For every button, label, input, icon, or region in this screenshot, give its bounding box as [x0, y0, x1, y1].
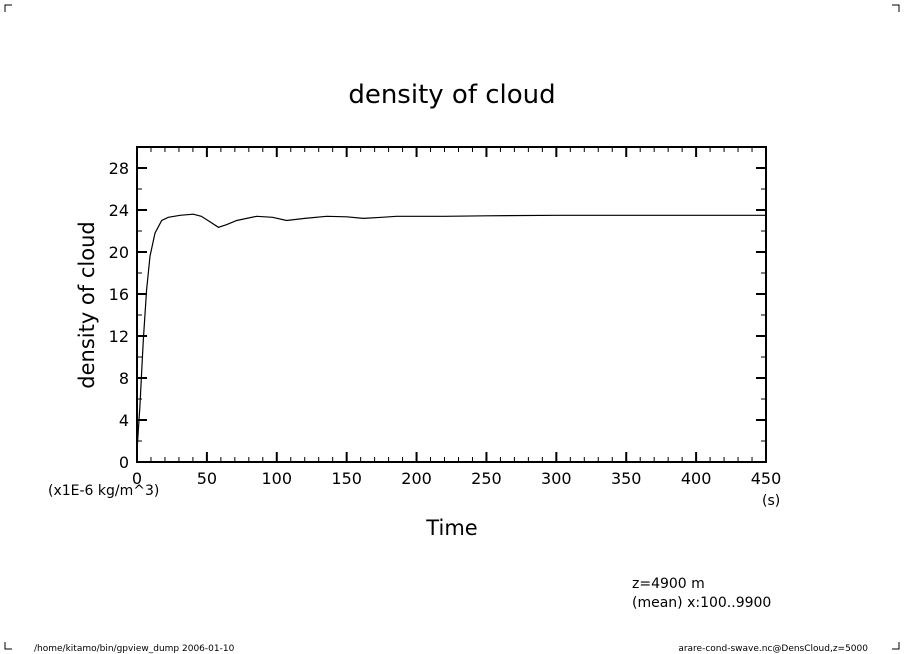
x-tick-label: 400 — [681, 469, 712, 488]
x-tick-label: 50 — [197, 469, 217, 488]
y-tick-label: 8 — [119, 369, 129, 388]
y-tick-label: 4 — [119, 411, 129, 430]
x-tick-label: 0 — [132, 469, 142, 488]
x-tick-label: 300 — [541, 469, 572, 488]
y-tick-label: 24 — [109, 201, 129, 220]
plot-frame — [136, 146, 767, 463]
x-tick-label: 450 — [751, 469, 782, 488]
x-tick-label: 150 — [331, 469, 362, 488]
x-tick-label: 200 — [401, 469, 432, 488]
y-unit-label: (x1E-6 kg/m^3) — [48, 483, 159, 499]
footer-right: arare-cond-swave.nc@DensCloud,z=5000 — [678, 644, 868, 654]
y-tick-label: 0 — [119, 453, 129, 472]
y-tick-label: 20 — [109, 243, 129, 262]
x-unit-label: (s) — [762, 493, 780, 509]
chart-title: density of cloud — [348, 80, 555, 110]
mean-annotation: (mean) x:100..9900 — [632, 595, 771, 611]
x-tick-label: 250 — [471, 469, 502, 488]
level-annotation: z=4900 m — [632, 576, 705, 592]
x-axis-label: Time — [425, 516, 477, 540]
series-line — [136, 213, 766, 451]
y-tick-label: 12 — [109, 327, 129, 346]
x-axis: 0 50 100 150 200 250 300 350 400 450 — [132, 147, 781, 488]
footer-left: /home/kitamo/bin/gpview_dump 2006-01-10 — [34, 644, 235, 654]
y-tick-label: 28 — [109, 159, 129, 178]
y-axis-label: density of cloud — [75, 221, 99, 388]
x-tick-label: 100 — [262, 469, 293, 488]
corner-marks — [4, 4, 900, 650]
x-tick-label: 350 — [611, 469, 642, 488]
y-tick-label: 16 — [109, 285, 129, 304]
y-axis: 0 4 8 12 16 20 24 28 — [109, 146, 766, 472]
